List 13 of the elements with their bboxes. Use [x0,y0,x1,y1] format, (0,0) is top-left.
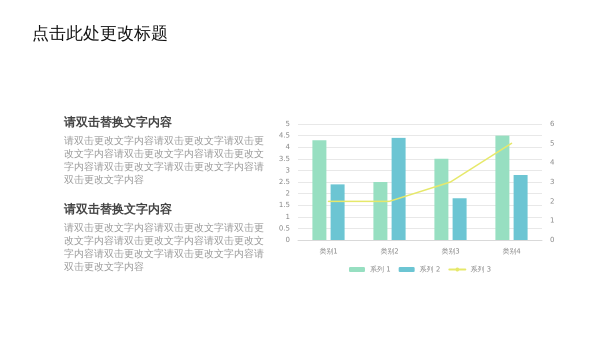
text: 点击此处更改标题 [32,23,168,45]
bar [330,184,345,240]
bar [312,140,326,240]
bar [373,182,388,240]
text: 请双击更改文字内容请双击更改文字请双击更改文字内容请双击更改文字内容请双击更改文字内容请双击更改文字请双击更改文字内容请双击更改文字内容 [64,222,264,274]
bar [495,136,510,240]
bar [452,198,467,240]
text: 请双击更改文字内容请双击更改文字请双击更改文字内容请双击更改文字内容请双击更改文字内容请双击更改文字请双击更改文字内容请双击更改文字内容 [64,135,264,187]
text: 请双击替换文字内容 [64,114,173,131]
bar [392,138,406,240]
text: 请双击替换文字内容 [64,201,173,218]
bar [434,158,448,240]
bar [514,175,528,240]
